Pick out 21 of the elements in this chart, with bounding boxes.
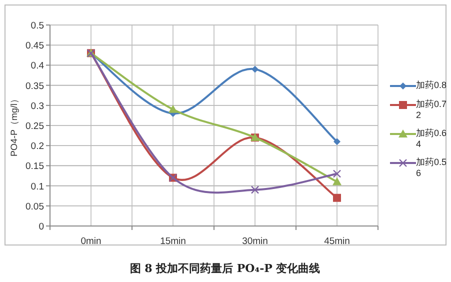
y-tick-label: 0.1 [30,181,44,192]
y-tick-label: 0.5 [30,20,44,32]
text: 图 8 投加不同药量后 PO₄-P 变化曲线 [130,262,320,275]
x-tick-label: 15min [160,236,186,247]
legend-label: 加药0.72 [416,99,448,121]
y-axis-title: PO4-P（mg/l） [9,94,19,157]
y-tick-label: 0.45 [26,40,44,52]
y-tick-label: 0.05 [26,201,44,212]
x-tick-label: 0min [80,236,102,247]
y-tick-label: 0 [38,222,44,232]
legend-label: 加药0.56 [416,157,448,179]
x-tick-label: 30min [242,236,268,247]
y-tick-label: 0.15 [26,161,44,172]
legend-label: 加药0.64 [416,128,448,150]
y-tick-label: 0.2 [30,141,44,152]
y-tick-label: 0.25 [26,121,44,132]
y-tick-label: 0.4 [30,60,44,72]
legend-label: 加药0.8 [416,80,448,91]
y-tick-label: 0.35 [26,80,44,92]
y-tick-label: 0.3 [30,100,44,112]
x-tick-label: 45min [324,236,350,247]
